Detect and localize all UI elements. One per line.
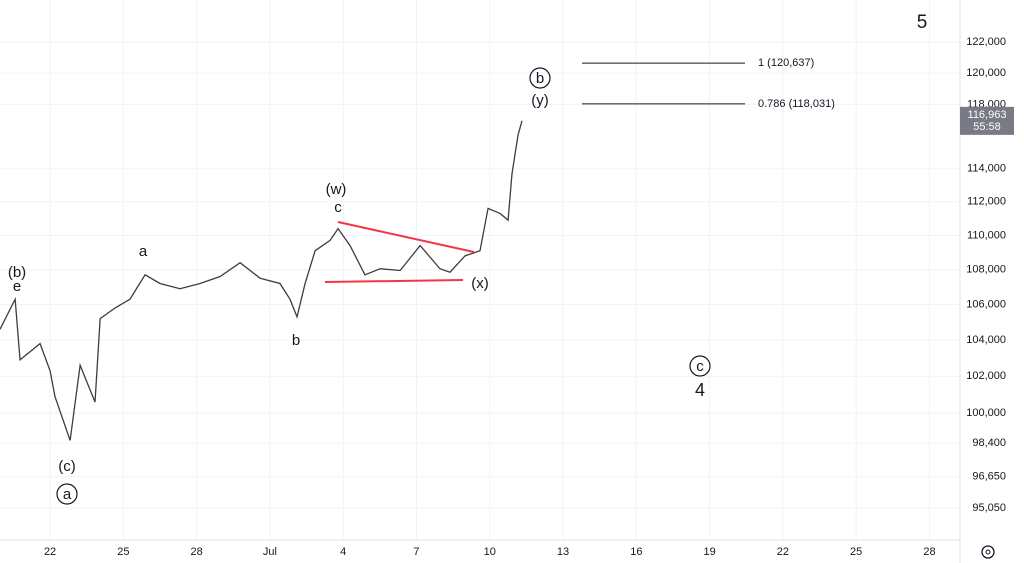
x-tick-label: 28 [923,546,935,558]
price-tag-label: 116,963 [968,109,1007,121]
y-tick-label: 120,000 [966,67,1006,79]
y-tick-label: 110,000 [967,229,1006,241]
x-tick-label: 16 [630,546,642,558]
y-tick-label: 106,000 [966,298,1006,310]
wave-label: c [696,358,704,375]
wave-label: 4 [695,380,705,400]
wave-label: a [63,486,72,503]
wave-label: c [334,199,342,216]
wave-label: b [292,332,300,349]
y-tick-label: 114,000 [967,163,1006,175]
trend-line [337,221,475,253]
wave-label: b [536,70,544,87]
settings-icon[interactable] [981,545,995,559]
y-tick-label: 98,400 [972,437,1006,449]
x-tick-label: 10 [484,546,496,558]
x-tick-label: 22 [777,546,789,558]
x-tick-label: 25 [117,546,129,558]
annotation-circle [529,67,551,89]
wave-label: (w) [326,181,347,198]
y-tick-label: 100,000 [966,407,1006,419]
x-tick-label: 22 [44,546,56,558]
fib-label: 1 (120,637) [758,57,814,69]
wave-label: e [13,278,21,295]
wave-label: 5 [917,12,928,33]
y-tick-label: 122,000 [966,36,1006,48]
wave-label: (x) [471,275,489,292]
wave-label: (c) [58,458,76,475]
annotation-circle [56,483,78,505]
y-tick-label: 104,000 [966,334,1006,346]
x-tick-label: 28 [191,546,203,558]
x-tick-label: 4 [340,546,346,558]
x-tick-label: 25 [850,546,862,558]
x-tick-label: 13 [557,546,569,558]
x-tick-label: 7 [413,546,419,558]
y-tick-label: 102,000 [966,370,1006,382]
wave-label: a [139,243,148,260]
x-tick-label: Jul [263,546,277,558]
trend-line [324,279,464,283]
wave-label: (y) [531,92,549,109]
y-tick-label: 95,050 [972,502,1006,514]
y-tick-label: 108,000 [966,264,1006,276]
wave-label: (b) [8,264,26,281]
price-line [0,120,523,441]
fib-label: 0.786 (118,031) [758,98,835,110]
overlay: 122,000120,000118,000114,000112,000110,0… [0,12,1014,558]
x-tick-label: 19 [703,546,715,558]
price-countdown: 55:58 [973,121,1001,133]
y-tick-label: 112,000 [967,196,1006,208]
price-tag [960,106,1014,135]
y-tick-label: 96,650 [972,471,1006,483]
annotation-circle [689,355,711,377]
